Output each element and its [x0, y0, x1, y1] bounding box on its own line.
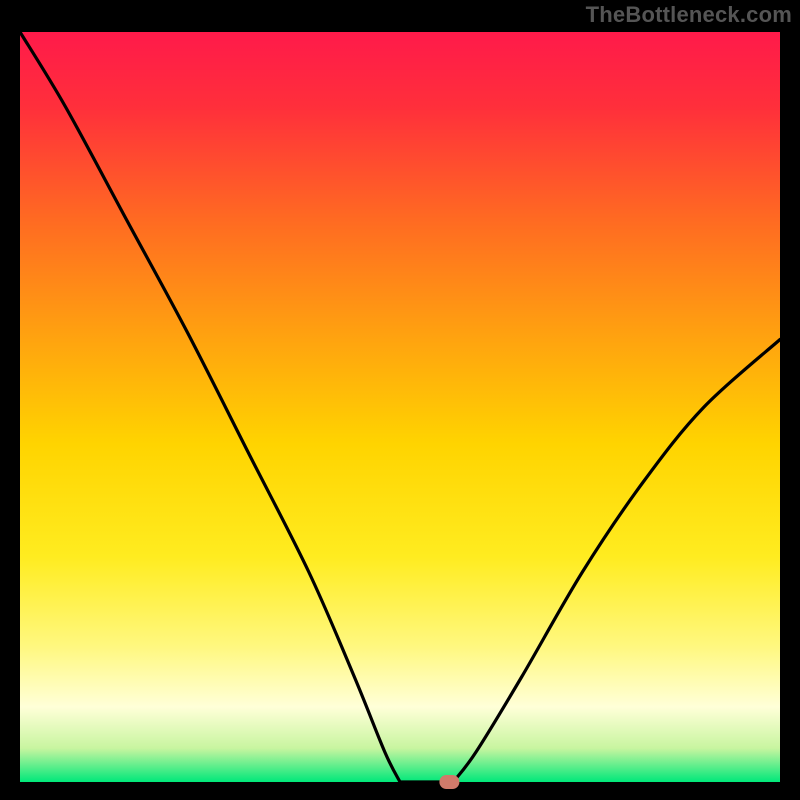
plot-background: [20, 32, 780, 782]
chart-frame: TheBottleneck.com: [0, 0, 800, 800]
chart-svg: [0, 0, 800, 800]
optimum-marker: [439, 775, 459, 789]
